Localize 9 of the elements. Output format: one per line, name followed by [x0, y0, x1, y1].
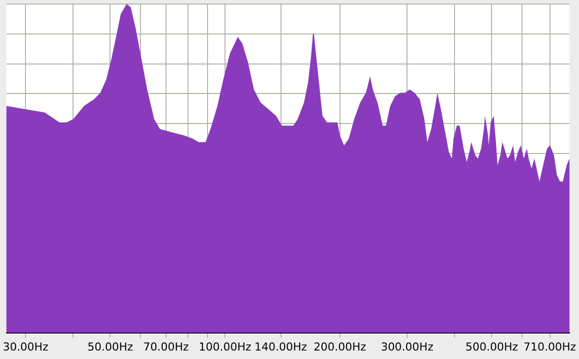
x-tick-label: 710.00Hz: [524, 340, 576, 354]
x-tick-label: 140.00Hz: [254, 340, 308, 354]
x-tick-label: 200.00Hz: [314, 340, 366, 354]
x-tick-label: 500.00Hz: [465, 340, 518, 354]
x-tick-label: 70.00Hz: [143, 340, 189, 354]
x-tick-label: 100.00Hz: [198, 340, 252, 354]
x-tick-label: 30.00Hz: [2, 340, 49, 354]
x-tick-label: 300.00Hz: [380, 340, 434, 354]
x-tick-label: 50.00Hz: [87, 340, 134, 354]
